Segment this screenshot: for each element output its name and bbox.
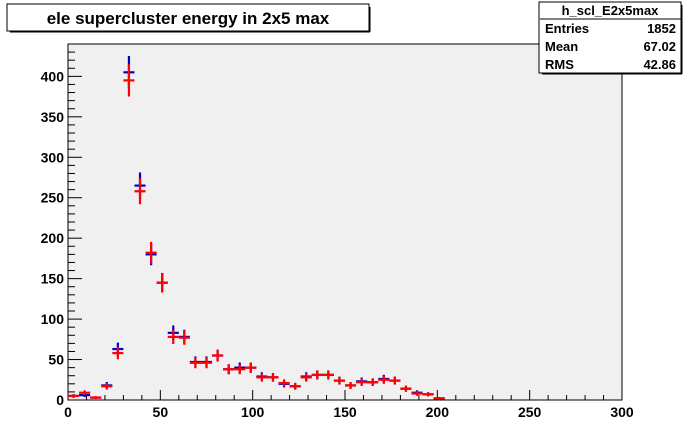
x-tick-label: 100 — [241, 404, 265, 420]
data-point — [178, 330, 190, 345]
data-point — [333, 376, 345, 385]
axes: 0 50 100 150 200 250 300 0 50 100 150 200 250 300 350 4… — [41, 43, 634, 420]
data-point — [68, 394, 80, 398]
stats-mean-label: Mean — [545, 39, 578, 54]
chart-title: ele supercluster energy in 2x5 max — [47, 9, 330, 28]
plot-area — [67, 43, 623, 401]
x-tick-label: 300 — [610, 404, 634, 420]
data-point — [378, 375, 390, 384]
data-point — [145, 241, 157, 264]
x-tick-label: 250 — [518, 404, 542, 420]
stats-box-name: h_scl_E2x5max — [562, 3, 660, 18]
data-point — [156, 272, 168, 293]
data-point — [278, 379, 290, 387]
data-point — [367, 378, 379, 386]
data-point — [289, 382, 301, 390]
x-tick-label: 200 — [426, 404, 450, 420]
stats-entries-label: Entries — [545, 21, 589, 36]
data-point — [433, 397, 445, 400]
stats-entries-value: 1852 — [647, 21, 676, 36]
data-point — [223, 364, 235, 375]
data-point — [234, 364, 246, 375]
data-point — [101, 382, 113, 390]
data-point — [345, 382, 357, 389]
data-points — [68, 56, 445, 400]
data-point — [90, 396, 102, 399]
data-point — [200, 357, 213, 369]
data-point — [356, 378, 368, 386]
x-tick-label: 150 — [333, 404, 357, 420]
data-point — [112, 346, 124, 360]
data-point — [79, 390, 91, 396]
data-point — [300, 373, 312, 382]
data-point — [311, 370, 323, 380]
y-tick-label: 0 — [56, 392, 64, 408]
data-point — [123, 64, 135, 97]
title-box: ele supercluster energy in 2x5 max — [6, 3, 371, 33]
y-tick-label: 400 — [41, 68, 65, 84]
stats-mean-value: 67.02 — [643, 39, 676, 54]
stats-rms-value: 42.86 — [643, 57, 676, 72]
y-tick-label: 100 — [41, 311, 65, 327]
data-point — [189, 357, 201, 369]
x-tick-label: 50 — [153, 404, 169, 420]
data-point — [322, 370, 334, 380]
y-tick-label: 350 — [41, 109, 65, 125]
data-point — [245, 362, 257, 373]
data-point — [134, 178, 146, 205]
data-point — [411, 391, 423, 396]
data-point — [256, 373, 268, 382]
data-point — [212, 349, 224, 362]
stats-box: h_scl_E2x5max Entries 1852 Mean 67.02 RM… — [538, 1, 683, 75]
y-tick-label: 200 — [41, 230, 65, 246]
y-tick-label: 250 — [41, 190, 65, 206]
data-point — [400, 385, 412, 392]
data-point — [389, 376, 401, 385]
y-tick-label: 300 — [41, 149, 65, 165]
data-point — [167, 329, 179, 345]
y-tick-label: 50 — [48, 352, 64, 368]
y-tick-label: 150 — [41, 271, 65, 287]
data-point — [267, 373, 279, 382]
stats-rms-label: RMS — [545, 57, 574, 72]
x-tick-label: 0 — [64, 404, 72, 420]
data-point — [422, 392, 434, 397]
series-2 — [68, 64, 445, 400]
